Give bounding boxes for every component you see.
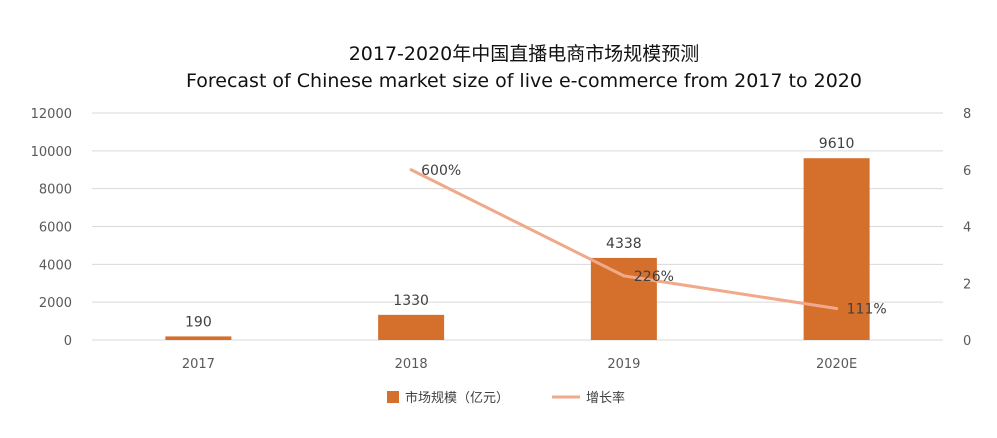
bar-series bbox=[165, 158, 870, 340]
y-right-tick-label: 8 bbox=[963, 107, 971, 122]
x-tick-label: 2018 bbox=[395, 357, 428, 372]
legend: 市场规模（亿元） 增长率 bbox=[387, 390, 625, 406]
y-right-tick-label: 4 bbox=[963, 221, 971, 236]
data-labels: 190 1330 4338 9610 600% 226% 111% bbox=[185, 136, 887, 330]
chart-title: 2017-2020年中国直播电商市场规模预测 bbox=[349, 43, 700, 65]
bar-data-label: 190 bbox=[185, 314, 212, 330]
legend-label-line: 增长率 bbox=[586, 390, 625, 406]
bar bbox=[378, 314, 445, 340]
growth-rate-point bbox=[409, 168, 413, 172]
gridlines bbox=[92, 112, 943, 341]
y-left-tick-label: 8000 bbox=[39, 183, 72, 198]
y-left-tick-label: 4000 bbox=[39, 258, 72, 273]
line-series bbox=[409, 168, 839, 311]
line-data-label: 111% bbox=[847, 302, 887, 318]
y-left-tick-label: 10000 bbox=[31, 145, 72, 160]
y-right-tick-label: 2 bbox=[963, 277, 971, 292]
y-right-tick-label: 6 bbox=[963, 164, 971, 179]
legend-label-bar: 市场规模（亿元） bbox=[405, 390, 509, 406]
bar bbox=[165, 336, 232, 340]
y-left-tick-label: 12000 bbox=[31, 107, 72, 122]
bar-data-label: 4338 bbox=[606, 236, 642, 252]
line-data-label: 226% bbox=[634, 269, 674, 285]
x-tick-label: 2017 bbox=[182, 357, 215, 372]
axes: 0 2000 4000 6000 8000 10000 12000 0 2 4 6 8 2017 2018… bbox=[31, 107, 972, 372]
bar-data-label: 9610 bbox=[819, 136, 855, 152]
y-left-tick-label: 6000 bbox=[39, 221, 72, 236]
y-left-tick-label: 0 bbox=[64, 334, 72, 349]
bar-data-label: 1330 bbox=[393, 293, 429, 309]
legend-swatch-bar bbox=[387, 391, 399, 403]
line-data-label: 600% bbox=[421, 163, 461, 179]
growth-rate-point bbox=[835, 307, 839, 311]
x-tick-label: 2020E bbox=[816, 357, 857, 372]
bar bbox=[590, 257, 657, 340]
chart-subtitle: Forecast of Chinese market size of live … bbox=[186, 70, 862, 92]
y-right-tick-label: 0 bbox=[963, 334, 971, 349]
y-left-tick-label: 2000 bbox=[39, 296, 72, 311]
x-tick-label: 2019 bbox=[607, 357, 640, 372]
growth-rate-point bbox=[622, 274, 626, 278]
